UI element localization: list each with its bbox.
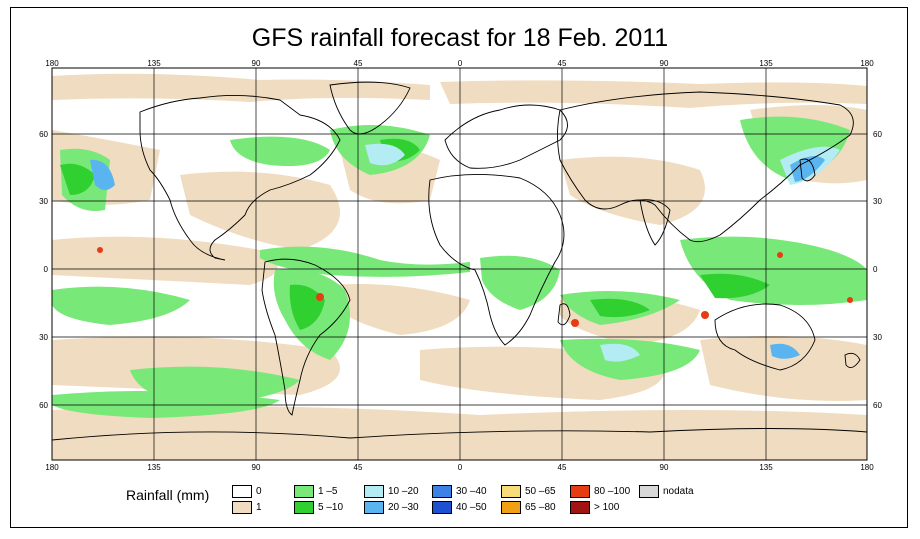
bottom-tick-label: 180: [45, 463, 59, 472]
legend-label: nodata: [663, 486, 694, 497]
legend-swatch: [364, 501, 384, 514]
legend-swatch: [501, 501, 521, 514]
left-tick-label: 60: [39, 401, 48, 410]
graticule: [52, 68, 867, 460]
legend-label: 1: [256, 502, 262, 513]
legend-swatch: [570, 485, 590, 498]
left-tick-label: 30: [39, 333, 48, 342]
legend-label: > 100: [594, 502, 620, 513]
legend-swatch: [570, 501, 590, 514]
top-tick-label: 45: [558, 59, 567, 68]
legend-swatch: [232, 485, 252, 498]
bottom-tick-label: 0: [458, 463, 463, 472]
top-tick-label: 180: [45, 59, 59, 68]
legend-label: 10 –20: [388, 486, 419, 497]
figure-frame: [10, 7, 908, 528]
legend-label: 1 –5: [318, 486, 338, 497]
top-tick-label: 45: [354, 59, 363, 68]
legend-label: 5 –10: [318, 502, 344, 513]
bottom-tick-label: 90: [660, 463, 669, 472]
bottom-tick-label: 90: [252, 463, 261, 472]
top-tick-label: 135: [759, 59, 773, 68]
legend-swatch: [432, 501, 452, 514]
top-tick-label: 0: [458, 59, 463, 68]
right-tick-label: 0: [873, 265, 878, 274]
legend-swatch: [294, 485, 314, 498]
left-tick-label: 60: [39, 130, 48, 139]
right-tick-label: 60: [873, 130, 882, 139]
legend-swatch: [232, 501, 252, 514]
legend-label: 0: [256, 486, 262, 497]
legend-swatch: [639, 485, 659, 498]
legend-label: 30 –40: [456, 486, 487, 497]
bottom-axis-labels: 180 135 90 45 0 45 90 135 180: [45, 463, 874, 472]
legend-title: Rainfall (mm): [126, 487, 210, 503]
top-tick-label: 90: [660, 59, 669, 68]
right-tick-label: 30: [873, 333, 882, 342]
legend-swatch: [294, 501, 314, 514]
legend-swatch: [364, 485, 384, 498]
legend-label: 50 –65: [525, 486, 556, 497]
right-tick-label: 30: [873, 197, 882, 206]
legend-label: 65 –80: [525, 502, 556, 513]
rain-band-20-30mm: [90, 156, 825, 359]
bottom-tick-label: 45: [354, 463, 363, 472]
left-tick-label: 0: [44, 265, 49, 274]
legend-label: 40 –50: [456, 502, 487, 513]
map-border: [51, 67, 868, 461]
top-tick-label: 180: [860, 59, 874, 68]
top-axis-labels: 180 135 90 45 0 45 90 135 180: [45, 59, 874, 68]
legend-swatch: [501, 485, 521, 498]
top-tick-label: 135: [147, 59, 161, 68]
bottom-tick-label: 135: [759, 463, 773, 472]
bottom-tick-label: 45: [558, 463, 567, 472]
legend-swatch: [432, 485, 452, 498]
page-title: GFS rainfall forecast for 18 Feb. 2011: [251, 24, 669, 52]
bottom-tick-label: 180: [860, 463, 874, 472]
bottom-tick-label: 135: [147, 463, 161, 472]
rain-band-80-100mm: [97, 247, 853, 327]
left-tick-label: 30: [39, 197, 48, 206]
legend-label: 20 –30: [388, 502, 419, 513]
right-axis-labels: 60 30 0 30 60: [873, 130, 882, 410]
left-axis-labels: 60 30 0 30 60: [39, 130, 48, 410]
top-tick-label: 90: [252, 59, 261, 68]
legend-label: 80 –100: [594, 486, 631, 497]
right-tick-label: 60: [873, 401, 882, 410]
